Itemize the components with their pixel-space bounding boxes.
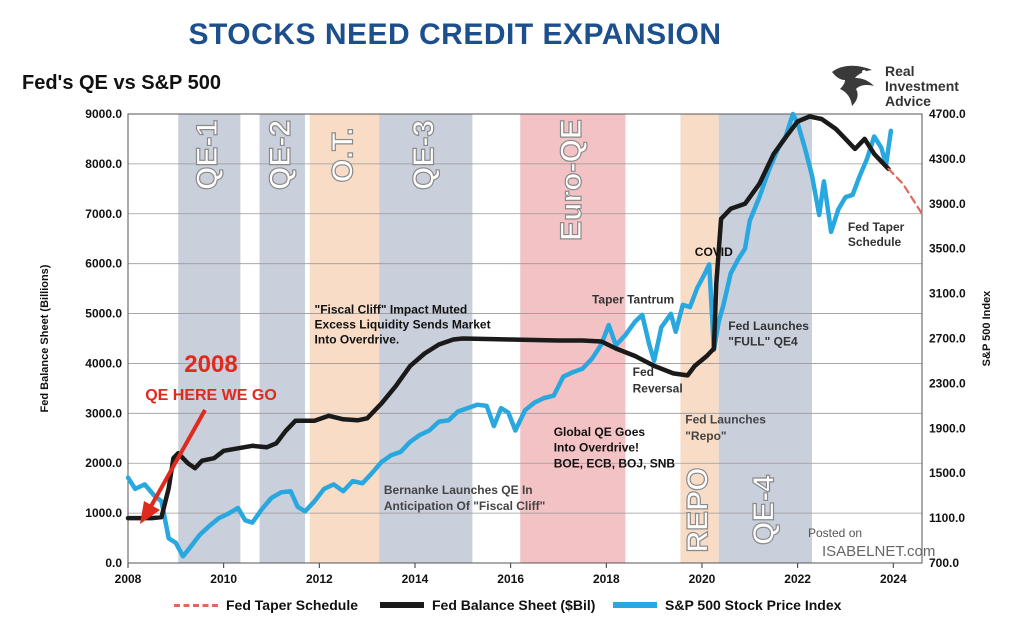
isabelnet-watermark: ISABELNET.com (822, 543, 936, 560)
y-right-tick-label: 4300.0 (929, 152, 966, 166)
callout-arrow-shaft (148, 409, 207, 509)
annotation-text: "Repo" (685, 429, 726, 443)
x-tick-label: 2016 (497, 572, 524, 586)
x-tick-label: 2008 (115, 572, 142, 586)
y-left-tick-label: 5000.0 (85, 307, 122, 321)
band-label-2: O.T. (326, 127, 359, 182)
annotation-text: Bernanke Launches QE In (384, 483, 533, 497)
y-left-tick-label: 0.0 (105, 556, 122, 570)
y-right-tick-label: 3500.0 (929, 242, 966, 256)
y-right-axis-label: S&P 500 Index (981, 290, 993, 366)
annotation-text: Anticipation Of "Fiscal Cliff" (384, 499, 545, 513)
plot-frame (127, 113, 923, 564)
x-tick-label: 2020 (689, 572, 716, 586)
legend-swatch-taper (174, 603, 218, 607)
annotation-text: BOE, ECB, BOJ, SNB (554, 457, 676, 471)
band-label-1: QE-2 (264, 120, 297, 190)
x-tick-label: 2024 (880, 572, 907, 586)
series-fed-taper-schedule (887, 167, 924, 215)
x-tick-label: 2022 (784, 572, 811, 586)
y-right-tick-label: 4700.0 (929, 107, 966, 121)
band-qe-0 (178, 114, 241, 563)
y-left-tick-label: 8000.0 (85, 157, 122, 171)
y-right-tick-label: 1500.0 (929, 466, 966, 480)
y-left-tick-label: 3000.0 (85, 406, 122, 420)
x-tick-label: 2018 (593, 572, 620, 586)
y-left-tick-label: 9000.0 (85, 107, 122, 121)
band-label-4: Euro-QE (555, 119, 588, 241)
x-tick-label: 2012 (306, 572, 333, 586)
legend-label-spx: S&P 500 Stock Price Index (665, 597, 842, 613)
legend-item-taper: Fed Taper Schedule (174, 597, 358, 613)
x-tick-label: 2010 (210, 572, 237, 586)
annotation-text: Global QE Goes (554, 425, 646, 439)
y-right-tick-label: 3100.0 (929, 287, 966, 301)
annotation-text: Fed Launches (728, 319, 809, 333)
annotation-text: Excess Liquidity Sends Market (315, 318, 491, 332)
annotation-text: "Fiscal Cliff" Impact Muted (315, 303, 468, 317)
annotation-text: Into Overdrive! (554, 441, 639, 455)
band-label-0: QE-1 (191, 120, 224, 190)
y-left-axis-label: Fed Balance Sheet (Billions) (39, 264, 51, 412)
y-right-tick-label: 3900.0 (929, 197, 966, 211)
annotation-text: Into Overdrive. (315, 332, 400, 346)
annotation-text: Schedule (848, 235, 902, 249)
legend-label-taper: Fed Taper Schedule (226, 597, 358, 613)
band-qe-6 (718, 114, 812, 563)
y-right-tick-label: 1100.0 (929, 511, 965, 525)
headline: STOCKS NEED CREDIT EXPANSION (188, 18, 722, 51)
band-qe-1 (259, 114, 305, 563)
annotation-text: Fed Taper (848, 220, 905, 234)
brand-name: Real Investment Advice (885, 63, 959, 109)
legend-item-fed: Fed Balance Sheet ($Bil) (380, 597, 595, 613)
annotation-text: "FULL" QE4 (728, 334, 798, 348)
y-right-tick-label: 1900.0 (929, 421, 966, 435)
band-label-6: QE-4 (747, 475, 780, 545)
y-right-tick-label: 2700.0 (929, 332, 966, 346)
legend-label-fed: Fed Balance Sheet ($Bil) (432, 597, 596, 613)
callout-text: QE HERE WE GO (145, 387, 277, 404)
x-tick-label: 2014 (402, 572, 429, 586)
band-label-3: QE-3 (408, 120, 441, 190)
annotation-text: Reversal (633, 381, 683, 395)
annotation-text: Fed Launches (685, 412, 766, 426)
legend-swatch-spx (613, 602, 657, 608)
eagle-logo-icon (832, 65, 874, 106)
legend-item-spx: S&P 500 Stock Price Index (613, 597, 841, 613)
chart-subtitle: Fed's QE vs S&P 500 (22, 72, 221, 94)
annotation-text: COVID (695, 245, 733, 259)
callout-arrow-head-icon (140, 501, 160, 524)
annotation-text: Taper Tantrum (592, 293, 674, 307)
series-fed-balance-sheet (125, 114, 891, 521)
y-left-tick-label: 4000.0 (85, 356, 122, 370)
posted-on-label: Posted on (808, 526, 863, 540)
y-left-tick-label: 1000.0 (85, 506, 122, 520)
annotation-text: Fed (633, 365, 654, 379)
legend-swatch-fed (380, 602, 424, 608)
y-right-tick-label: 700.0 (929, 556, 959, 570)
y-left-tick-label: 7000.0 (85, 207, 122, 221)
y-left-tick-label: 6000.0 (85, 257, 122, 271)
band-label-5: REPO (682, 467, 715, 552)
y-left-tick-label: 2000.0 (85, 456, 122, 470)
callout-year: 2008 (184, 351, 237, 378)
y-right-tick-label: 2300.0 (929, 376, 966, 390)
